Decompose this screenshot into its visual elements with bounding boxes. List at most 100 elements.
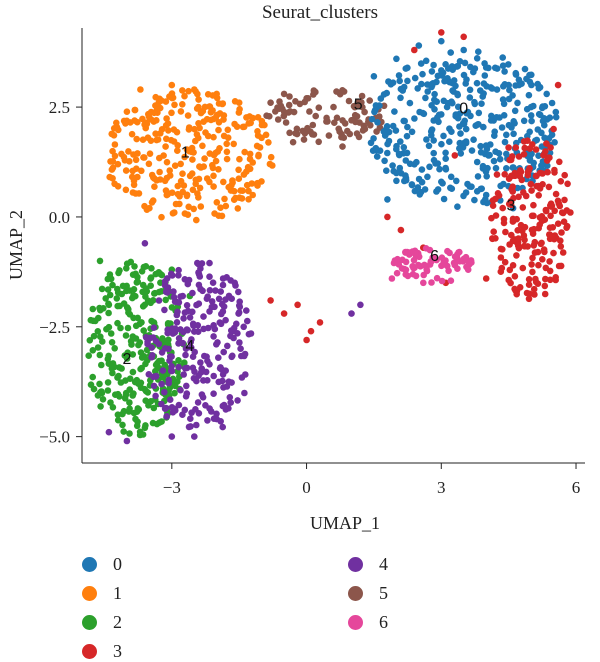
ticks-layer: −3 0 3 6 2.5 0.0 −2.5 −5.0 (39, 98, 580, 497)
cluster-1-point (110, 125, 118, 132)
cluster-2-point (109, 369, 116, 377)
cluster-3-point (544, 168, 551, 176)
cluster-1-point (192, 180, 199, 188)
cluster-0-point (471, 196, 478, 204)
cluster-2-point (141, 424, 149, 432)
cluster-0-point (548, 131, 556, 139)
cluster-4-point (161, 345, 169, 352)
cluster-0-point (456, 58, 464, 65)
cluster-0-point (500, 112, 508, 119)
cluster-3-point (267, 297, 274, 304)
cluster-1-point (109, 158, 117, 165)
cluster-6-point (447, 277, 455, 285)
cluster-4-point (190, 375, 198, 382)
cluster-2-point (130, 390, 137, 397)
cluster-3-point (505, 144, 512, 151)
cluster-0-point (482, 191, 490, 199)
cluster-0-point (395, 72, 403, 79)
cluster-0-point (505, 61, 512, 68)
cluster-0-point (393, 169, 400, 177)
cluster-5-point (351, 103, 359, 111)
cluster-1-point (218, 212, 226, 220)
cluster-5-point (310, 91, 317, 98)
cluster-0-point (473, 158, 481, 166)
cluster-4-point (166, 357, 173, 365)
cluster-6-point (412, 272, 420, 280)
cluster-1-point (235, 99, 243, 106)
cluster-0-point (460, 71, 468, 79)
cluster-3-point (509, 262, 517, 269)
cluster-0-point (521, 65, 529, 73)
cluster-2-point (126, 287, 133, 294)
cluster-1-point (146, 115, 154, 123)
cluster-3-point (550, 249, 557, 257)
cluster-0-point (535, 85, 543, 92)
cluster-4-point (184, 280, 192, 288)
cluster-0-point (506, 86, 513, 94)
cluster-0-point (501, 138, 509, 146)
cluster-1-point (166, 167, 173, 174)
cluster-5-point (339, 143, 346, 150)
cluster-1-point (177, 108, 185, 115)
cluster-0-point (490, 157, 498, 165)
cluster-4-point (189, 289, 196, 297)
cluster-3-point (506, 156, 513, 164)
cluster-3-point (508, 231, 515, 239)
cluster-4-point (213, 415, 220, 423)
cluster-1-point (185, 203, 192, 211)
cluster-4-point (169, 330, 177, 337)
cluster-1-point (197, 203, 205, 210)
cluster-0-point (541, 121, 548, 129)
cluster-4-point (206, 259, 213, 267)
cluster-3-point (521, 144, 528, 152)
cluster-0-point (397, 138, 404, 145)
cluster-4-point (219, 308, 227, 315)
cluster-6-point (468, 259, 475, 266)
cluster-2-point (117, 324, 124, 332)
cluster-2-point (105, 360, 113, 368)
cluster-1-point (209, 107, 216, 114)
x-tick-label: −3 (163, 478, 181, 497)
cluster-6-point (462, 256, 470, 264)
cluster-1-point (109, 164, 117, 172)
cluster-3-point (507, 279, 514, 287)
cluster-2-point (142, 293, 149, 300)
cluster-4-point (183, 326, 191, 333)
cluster-0-point (546, 114, 554, 121)
cluster-0-point (393, 55, 400, 63)
cluster-5-point (292, 98, 299, 105)
cluster-3-point (498, 264, 506, 272)
cluster-2-point (171, 389, 178, 397)
cluster-4-point (191, 433, 198, 440)
cluster-2-point (158, 418, 165, 425)
cluster-3-point (550, 125, 557, 133)
cluster-0-point (471, 98, 478, 106)
cluster-4-point (189, 353, 197, 361)
cluster-4-point (179, 339, 186, 347)
cluster-0-point (543, 90, 550, 98)
cluster-2-point (97, 333, 104, 341)
cluster-0-point (428, 68, 436, 75)
cluster-0-point (384, 196, 391, 203)
cluster-2-point (152, 270, 160, 278)
cluster-3-point (513, 215, 520, 223)
cluster-1-point (151, 183, 158, 190)
cluster-0-point (373, 153, 381, 160)
cluster-1-point (193, 131, 201, 138)
cluster-4-point (150, 324, 158, 332)
cluster-1-point (177, 177, 185, 185)
cluster-4-point (161, 405, 169, 413)
cluster-0-point (422, 57, 430, 65)
cluster-1-point (269, 162, 276, 169)
cluster-0-point (503, 150, 510, 158)
cluster-0-point (487, 141, 494, 148)
cluster-4-point (196, 273, 204, 280)
x-tick-label: 6 (572, 478, 581, 497)
cluster-6-point (445, 267, 452, 275)
cluster-5-point (361, 108, 368, 116)
cluster-2-point (150, 404, 158, 412)
cluster-0-point (440, 195, 448, 203)
cluster-1-point (201, 103, 209, 111)
cluster-2-point (126, 430, 133, 437)
cluster-5-point (312, 112, 320, 120)
